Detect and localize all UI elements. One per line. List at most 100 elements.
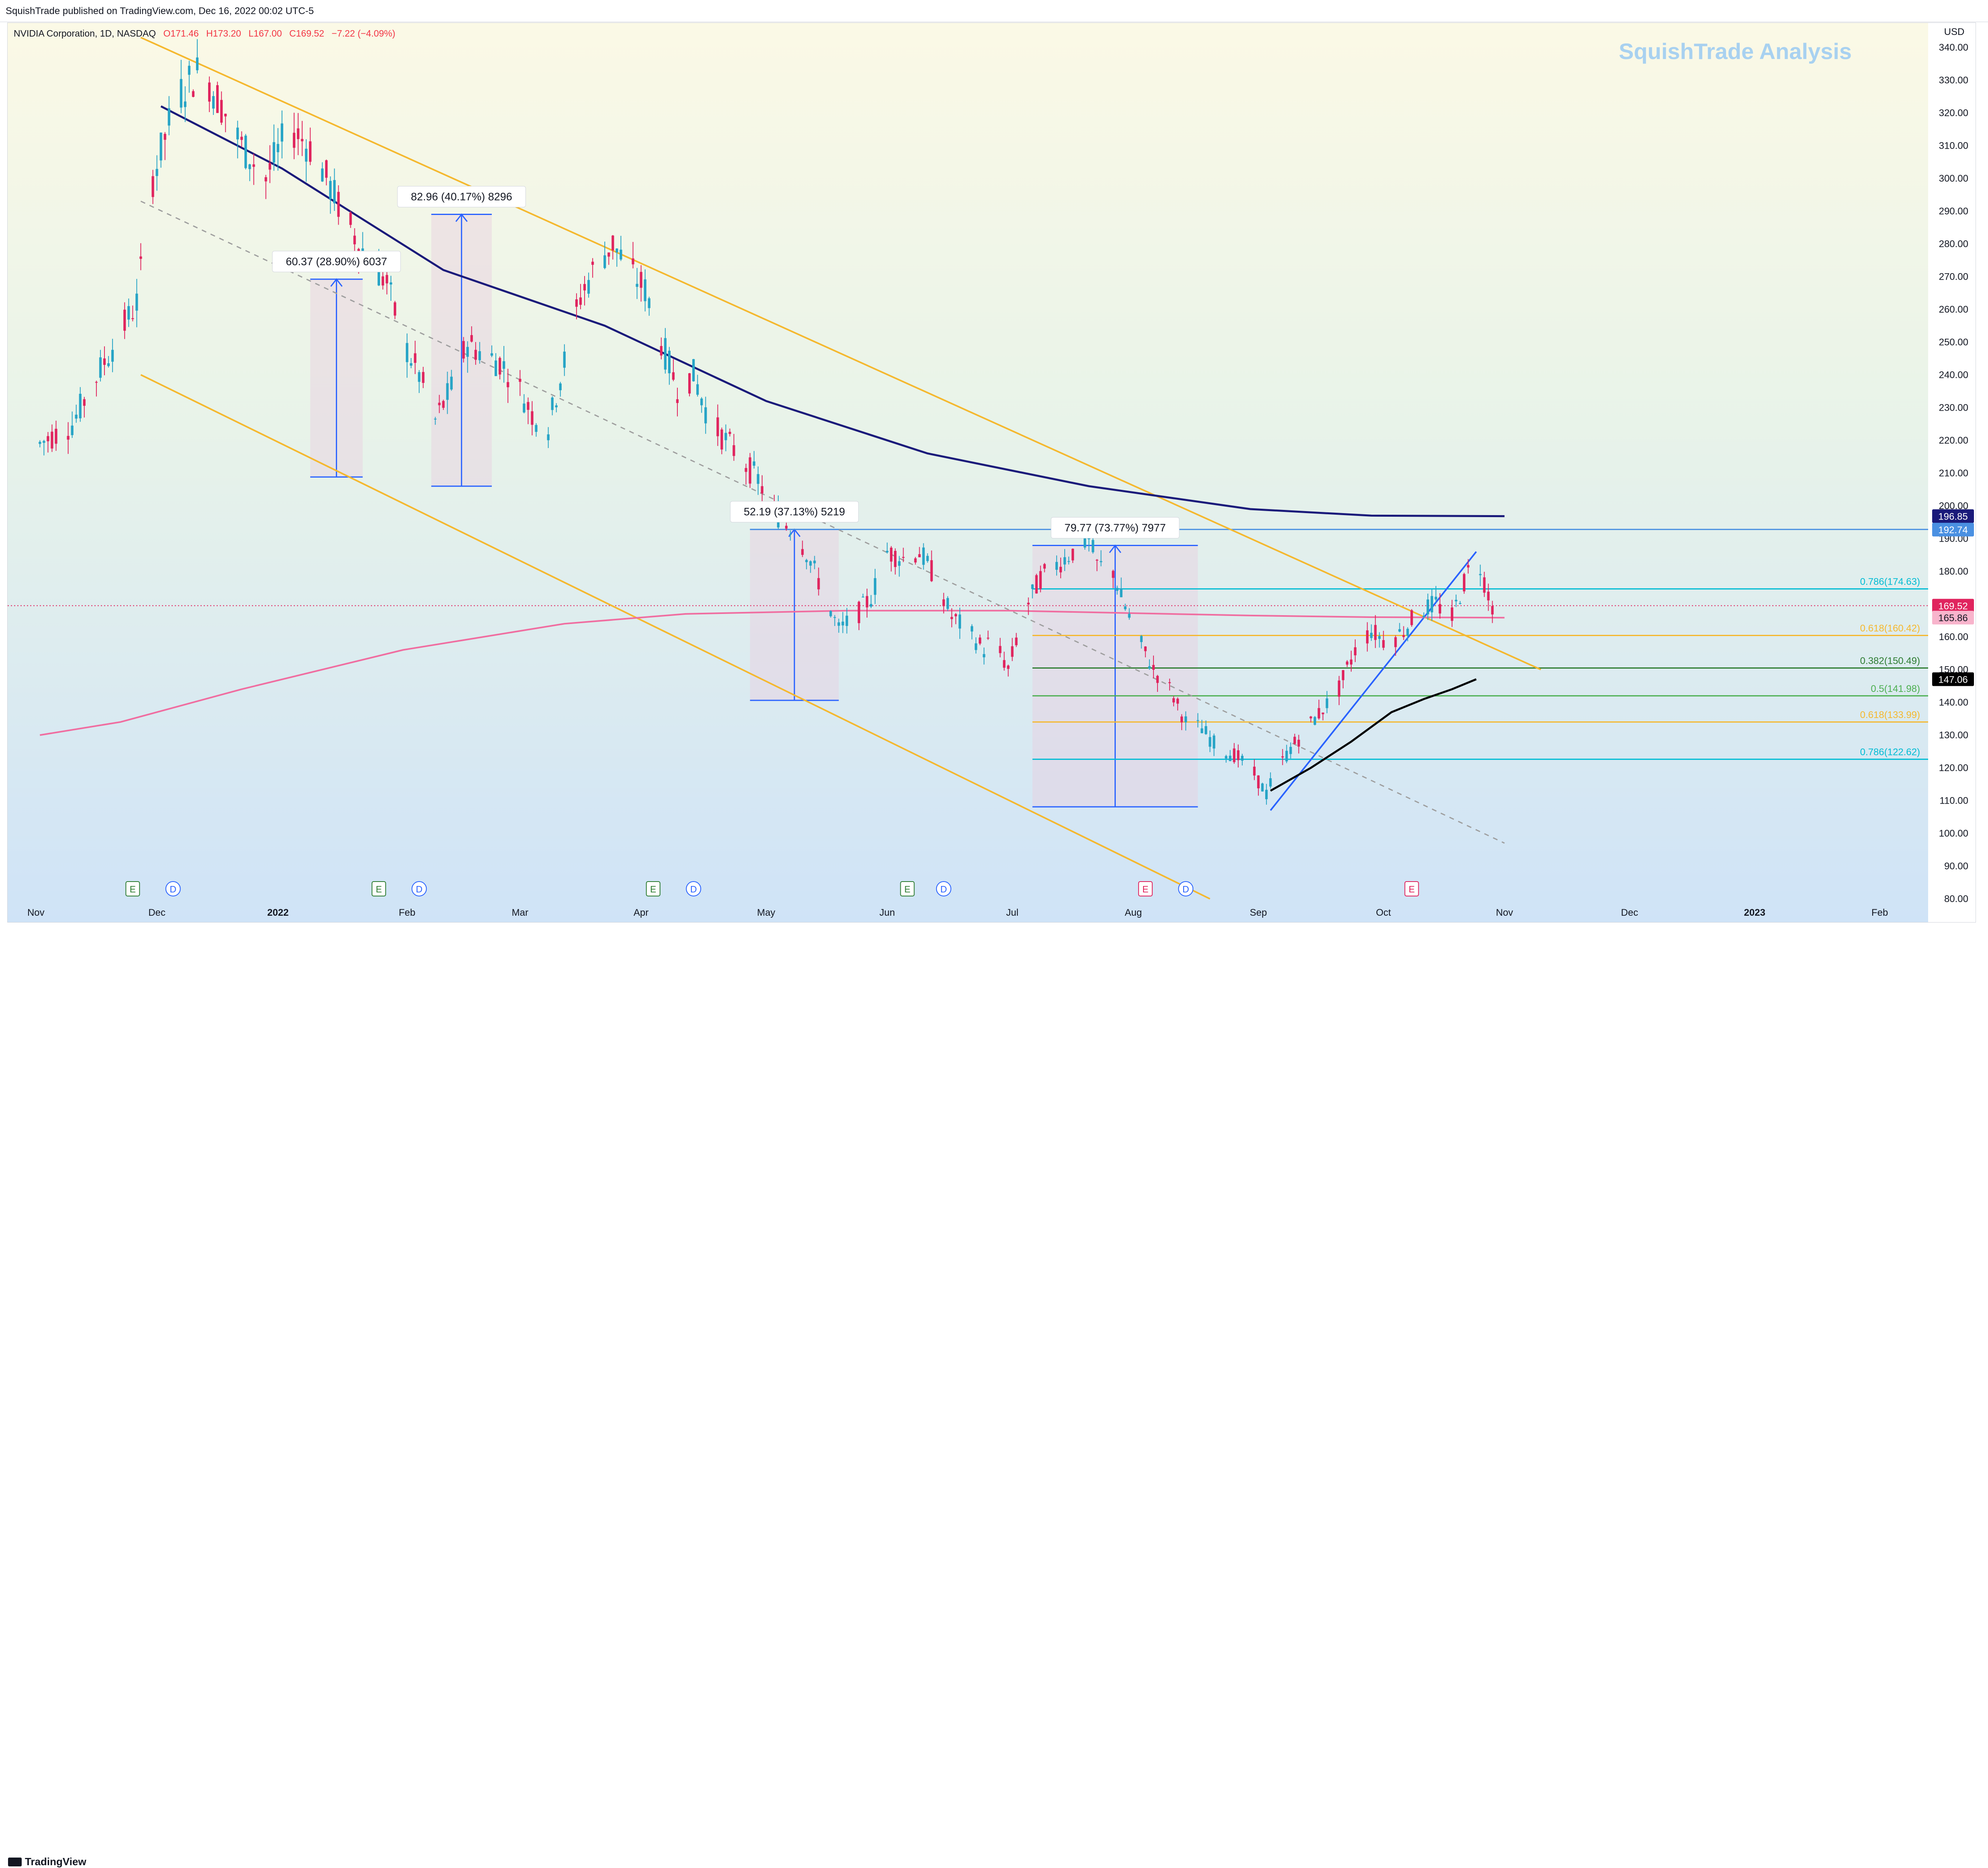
moving-average-dark bbox=[160, 105, 1505, 518]
candle-body bbox=[1325, 698, 1328, 708]
candle-body bbox=[297, 128, 300, 139]
price-tick-label: 100.00 bbox=[1939, 828, 1968, 839]
candle-body bbox=[264, 177, 267, 182]
candle-body bbox=[1289, 747, 1292, 754]
event-marker-label: E bbox=[130, 884, 136, 894]
candle-body bbox=[1382, 640, 1385, 648]
measure-label-box bbox=[272, 251, 401, 272]
candle-body bbox=[1402, 635, 1405, 637]
earnings-event-marker bbox=[646, 881, 661, 896]
candle-body bbox=[220, 100, 223, 123]
candle-body bbox=[563, 352, 566, 368]
candle-body bbox=[196, 57, 199, 70]
channel-upper-line bbox=[140, 37, 1541, 671]
candle-body bbox=[1011, 646, 1014, 657]
candle-body bbox=[353, 235, 356, 245]
candle-body bbox=[99, 357, 102, 378]
candle-body bbox=[51, 432, 53, 449]
price-tag-label: 165.86 bbox=[1938, 613, 1968, 624]
dividend-event-marker bbox=[1178, 881, 1194, 896]
candle-body bbox=[1205, 726, 1207, 735]
candle-body bbox=[1487, 591, 1490, 601]
candle-body bbox=[1297, 740, 1300, 747]
candle-body bbox=[1140, 636, 1143, 642]
measure-label-box bbox=[397, 186, 526, 207]
candle-body bbox=[305, 149, 308, 162]
candle-body bbox=[535, 425, 538, 432]
candle-body bbox=[1128, 614, 1131, 618]
measure-arrow-head bbox=[1109, 544, 1121, 553]
candle-body bbox=[1430, 596, 1433, 613]
candle-body bbox=[192, 91, 195, 97]
candle-body bbox=[918, 554, 921, 557]
candle-body bbox=[805, 560, 808, 563]
chart-frame[interactable]: 0.786(174.63) 0.618(160.42) 0.382(150.49) 0… bbox=[7, 23, 1976, 923]
candle-body bbox=[519, 379, 522, 382]
candle-body bbox=[75, 415, 78, 419]
ohlc-high: H173.20 bbox=[206, 28, 241, 39]
candle-body bbox=[1229, 755, 1231, 761]
time-tick-label: Apr bbox=[634, 907, 648, 918]
fib-level-label: 0.5(141.98) bbox=[1871, 683, 1920, 694]
candle-body bbox=[749, 457, 751, 484]
plot-background bbox=[8, 23, 1928, 922]
tradingview-logo-text: TradingView bbox=[25, 1856, 86, 1868]
measure-arrow-head bbox=[455, 213, 468, 222]
candle-body bbox=[446, 383, 449, 400]
candle-body bbox=[1100, 561, 1102, 563]
measure-label: 60.37 (28.90%) 6037 bbox=[286, 256, 387, 268]
watermark-text: SquishTrade Analysis bbox=[1619, 39, 1852, 64]
candle-body bbox=[704, 407, 707, 424]
candle-body bbox=[926, 556, 929, 561]
candle-body bbox=[591, 262, 594, 265]
fib-level-label: 0.618(160.42) bbox=[1860, 623, 1920, 634]
candle-body bbox=[280, 123, 283, 142]
event-marker-label: D bbox=[1182, 884, 1189, 894]
candle-body bbox=[1285, 751, 1288, 761]
candle-body bbox=[757, 474, 759, 484]
candle-body bbox=[414, 353, 417, 363]
candle-body bbox=[692, 359, 695, 381]
candle-body bbox=[668, 350, 671, 373]
candle-body bbox=[1309, 716, 1312, 718]
candle-body bbox=[676, 399, 679, 403]
tradingview-logo[interactable]: TradingView bbox=[8, 1856, 86, 1868]
time-tick-label: Sep bbox=[1250, 907, 1267, 918]
candle-body bbox=[732, 445, 735, 456]
candle-body bbox=[579, 297, 582, 305]
candle-body bbox=[1059, 567, 1062, 573]
candle-body bbox=[547, 434, 550, 440]
candle-body bbox=[789, 534, 792, 535]
candle-body bbox=[474, 350, 477, 360]
candle-body bbox=[83, 399, 86, 406]
candle-body bbox=[829, 611, 832, 616]
candle-body bbox=[636, 284, 638, 287]
candle-body bbox=[1156, 676, 1159, 683]
candle-body bbox=[979, 637, 982, 644]
earnings-event-marker bbox=[1404, 881, 1419, 896]
measure-label: 82.96 (40.17%) 8296 bbox=[411, 190, 512, 203]
candle-body bbox=[438, 403, 441, 405]
earnings-event-marker bbox=[900, 881, 915, 896]
candle-body bbox=[248, 164, 251, 169]
earnings-event-marker bbox=[125, 881, 140, 896]
candle-body bbox=[422, 372, 425, 383]
price-tick-label: 230.00 bbox=[1939, 402, 1968, 413]
candle-body bbox=[700, 398, 703, 405]
price-tick-label: 210.00 bbox=[1939, 468, 1968, 479]
price-tick-label: 330.00 bbox=[1939, 75, 1968, 86]
price-chart[interactable]: 0.786(174.63) 0.618(160.42) 0.382(150.49) 0… bbox=[8, 23, 1976, 923]
price-tick-label: 290.00 bbox=[1939, 206, 1968, 217]
time-tick-label: Dec bbox=[1621, 907, 1638, 918]
candle-body bbox=[869, 604, 873, 607]
candle-body bbox=[39, 442, 41, 444]
candle-body bbox=[583, 284, 586, 291]
candle-body bbox=[43, 441, 45, 443]
price-tick-label: 180.00 bbox=[1939, 566, 1968, 577]
candle-body bbox=[1426, 599, 1429, 614]
candle-body bbox=[841, 622, 844, 626]
candle-body bbox=[1467, 565, 1470, 568]
candle-body bbox=[744, 468, 747, 472]
time-tick-label: Nov bbox=[1496, 907, 1513, 918]
price-tick-label: 120.00 bbox=[1939, 763, 1968, 773]
